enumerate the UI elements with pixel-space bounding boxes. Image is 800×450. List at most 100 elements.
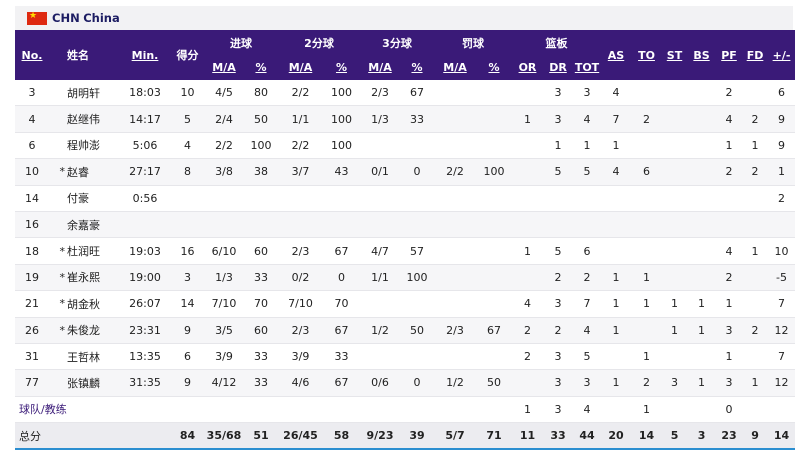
player-pts: 5	[171, 105, 204, 133]
col-as[interactable]: AS	[607, 48, 625, 62]
player-ftp	[476, 237, 512, 265]
player-name[interactable]: 余嘉豪	[67, 211, 119, 239]
player-pts	[171, 211, 204, 239]
col-ft-ma[interactable]: M/A	[443, 61, 467, 74]
player-tot: 6	[573, 237, 602, 265]
player-no: 26	[15, 317, 49, 344]
player-fg2p: 100	[323, 105, 360, 133]
col-bs[interactable]: BS	[693, 48, 710, 62]
player-st	[662, 185, 688, 212]
total-pts: 84	[171, 422, 204, 450]
total-pm: 14	[768, 422, 796, 450]
col-no[interactable]: No.	[21, 48, 43, 62]
player-fd	[742, 290, 769, 318]
player-tot: 3	[573, 369, 602, 397]
player-fg3p: 57	[400, 237, 434, 265]
player-pts	[171, 185, 204, 212]
col-ft-pct[interactable]: %	[488, 61, 500, 74]
total-as: 20	[601, 422, 632, 450]
player-min: 23:31	[119, 317, 171, 344]
player-bs	[687, 185, 717, 212]
player-name[interactable]: 程帅澎	[67, 132, 119, 160]
player-starter	[49, 80, 67, 107]
player-name[interactable]: 崔永熙	[67, 264, 119, 292]
player-dr	[543, 185, 573, 212]
player-fg2p: 67	[323, 369, 360, 397]
player-pf: 1	[716, 343, 743, 371]
player-dr	[543, 211, 573, 239]
col-fg3-pct[interactable]: %	[411, 61, 423, 74]
player-fg: 4/5	[204, 80, 244, 107]
player-fg: 7/10	[204, 290, 244, 318]
player-no: 19	[15, 264, 49, 292]
player-fg3p	[400, 185, 434, 212]
player-fd: 2	[742, 317, 769, 344]
player-min: 0:56	[119, 185, 171, 212]
box-score-panel: ★ CHN China No. 姓名 Min. 得分 进球 2分球 3分球 罚球…	[15, 6, 800, 450]
col-or[interactable]: OR	[518, 61, 537, 74]
player-name[interactable]: 赵继伟	[67, 105, 119, 133]
col-name[interactable]: 姓名	[67, 49, 89, 62]
player-pf: 4	[716, 105, 743, 133]
player-ftp	[476, 132, 512, 160]
player-name[interactable]: 朱俊龙	[67, 317, 119, 344]
player-pm: 12	[768, 317, 796, 344]
col-fg-ma[interactable]: M/A	[212, 61, 236, 74]
player-ftp	[476, 105, 512, 133]
player-name[interactable]: 胡金秋	[67, 290, 119, 318]
player-name[interactable]: 付豪	[67, 185, 119, 212]
col-min[interactable]: Min.	[131, 48, 159, 62]
player-fgp: 70	[244, 290, 278, 318]
team-coach-label[interactable]: 球队/教练	[15, 396, 204, 424]
player-fg3: 2/3	[360, 80, 400, 107]
player-row: 4 赵继伟 14:17 5 2/4 50 1/1 100 1/3 33 1 3 4 7 2 4 2 9	[15, 105, 800, 133]
player-row: 26 * 朱俊龙 23:31 9 3/5 60 2/3 67 1/2 50 2/3 67 2 2 4 1 1 1 3 2…	[15, 317, 800, 344]
player-starter: *	[49, 264, 67, 292]
player-row: 31 王哲林 13:35 6 3/9 33 3/9 33 2 3 5 1 1 7	[15, 343, 800, 371]
player-ft	[434, 237, 476, 265]
player-to	[631, 211, 663, 239]
player-tot: 3	[573, 80, 602, 107]
player-name[interactable]: 王哲林	[67, 343, 119, 371]
player-name[interactable]: 张镇麟	[67, 369, 119, 397]
player-name[interactable]: 杜润旺	[67, 237, 119, 265]
player-no: 4	[15, 105, 49, 133]
col-fg2-pct[interactable]: %	[335, 61, 348, 74]
player-or: 1	[512, 237, 543, 265]
col-fd[interactable]: FD	[746, 48, 764, 62]
player-ftp	[476, 343, 512, 371]
player-as: 1	[601, 264, 632, 292]
player-row: 18 * 杜润旺 19:03 16 6/10 60 2/3 67 4/7 57 1 5 6 4 1 10	[15, 237, 800, 265]
col-st[interactable]: ST	[666, 48, 683, 62]
player-bs: 1	[687, 290, 717, 318]
player-pm: -5	[768, 264, 796, 292]
player-ft	[434, 80, 476, 107]
coach-as	[601, 396, 632, 424]
player-name[interactable]: 胡明轩	[67, 80, 119, 107]
player-ft: 2/2	[434, 158, 476, 186]
total-pf: 23	[716, 422, 743, 450]
col-fg2-ma[interactable]: M/A	[288, 61, 313, 74]
total-fgp: 51	[244, 422, 278, 450]
col-pf[interactable]: PF	[721, 48, 737, 62]
col-plus-minus[interactable]: +/-	[772, 48, 791, 62]
player-starter: *	[49, 317, 67, 344]
player-starter	[49, 369, 67, 397]
player-fd	[742, 343, 769, 371]
player-fgp	[244, 211, 278, 239]
col-pts[interactable]: 得分	[176, 49, 199, 62]
player-pm: 2	[768, 185, 796, 212]
player-name[interactable]: 赵睿	[67, 158, 119, 186]
player-or	[512, 264, 543, 292]
col-fg3-ma[interactable]: M/A	[368, 61, 392, 74]
player-pf	[716, 211, 743, 239]
col-dr[interactable]: DR	[549, 61, 567, 74]
col-to[interactable]: TO	[638, 48, 655, 62]
player-fg2p	[323, 211, 360, 239]
col-tot[interactable]: TOT	[574, 61, 600, 74]
col-fg-pct[interactable]: %	[255, 61, 267, 74]
player-bs	[687, 264, 717, 292]
player-pf: 1	[716, 290, 743, 318]
player-no: 3	[15, 80, 49, 107]
player-row: 77 张镇麟 31:35 9 4/12 33 4/6 67 0/6 0 1/2 50 3 3 1 2 3 1 3 1 1…	[15, 369, 800, 397]
